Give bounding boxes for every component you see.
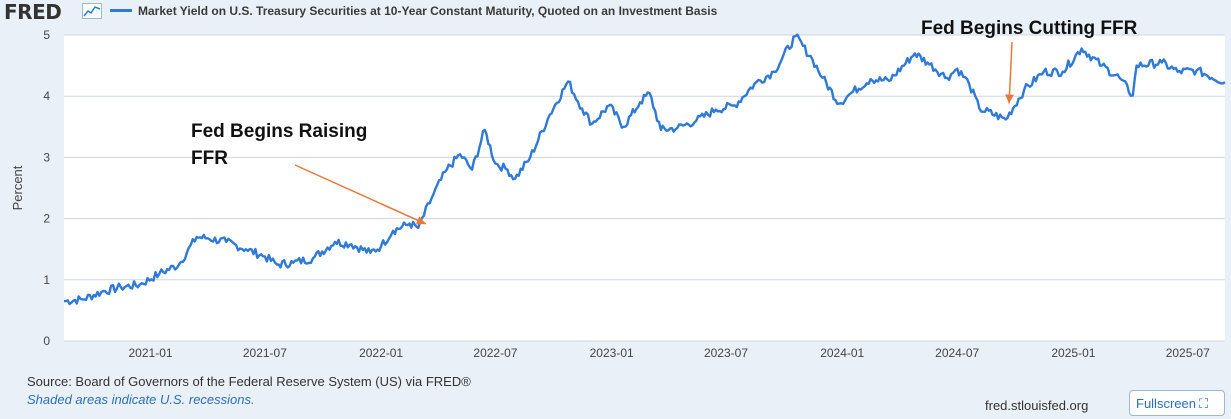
x-tick-label: 2025-01 [1051, 346, 1095, 360]
x-tick-label: 2025-07 [1166, 346, 1210, 360]
source-note: Source: Board of Governors of the Federa… [27, 374, 471, 389]
chart-legend: Market Yield on U.S. Treasury Securities… [110, 4, 717, 18]
site-link[interactable]: fred.stlouisfed.org [985, 398, 1089, 413]
fullscreen-button[interactable]: Fullscreen ⛶ [1129, 390, 1225, 416]
y-axis-label: Percent [10, 165, 25, 210]
plot-area [64, 35, 1225, 341]
y-tick-label: 5 [43, 28, 50, 42]
fullscreen-label: Fullscreen [1136, 396, 1196, 411]
x-tick-label: 2021-01 [129, 346, 173, 360]
recession-note: Shaded areas indicate U.S. recessions. [27, 392, 255, 407]
y-tick-label: 0 [43, 334, 50, 348]
annotation-label: Fed Begins Cutting FFR [921, 18, 1138, 39]
legend-swatch [110, 9, 132, 13]
expand-icon: ⛶ [1198, 396, 1209, 411]
x-tick-label: 2024-01 [820, 346, 864, 360]
annotation-label: FFR [191, 148, 228, 169]
y-tick-label: 4 [43, 89, 50, 103]
x-axis-ticks: 2021-01 2021-07 2022-01 2022-07 2023-01 2023-… [129, 346, 1211, 360]
annotation-arrow [1005, 41, 1014, 104]
line-graph-icon [82, 3, 102, 19]
annotation-arrow [294, 164, 427, 225]
legend-label: Market Yield on U.S. Treasury Securities… [138, 4, 718, 18]
x-tick-label: 2023-01 [590, 346, 634, 360]
y-tick-label: 2 [43, 212, 50, 226]
annotations: Fed Begins Raising FFR Fed Begins Cutting … [191, 18, 1138, 225]
y-tick-label: 1 [43, 273, 50, 287]
annotation-label: Fed Begins Raising [191, 121, 367, 142]
y-tick-label: 3 [43, 150, 50, 164]
series-line[interactable] [63, 33, 1226, 306]
chart: 0 1 2 3 4 5 2021-01 2021-07 2022-01 2022-07 2023-… [10, 18, 1226, 360]
x-tick-label: 2021-07 [243, 346, 287, 360]
fred-logo[interactable]: FRED [4, 0, 62, 24]
x-tick-label: 2022-01 [359, 346, 403, 360]
x-tick-label: 2022-07 [473, 346, 517, 360]
x-tick-label: 2023-07 [704, 346, 748, 360]
y-axis-ticks: 0 1 2 3 4 5 [43, 28, 50, 348]
x-tick-label: 2024-07 [935, 346, 979, 360]
